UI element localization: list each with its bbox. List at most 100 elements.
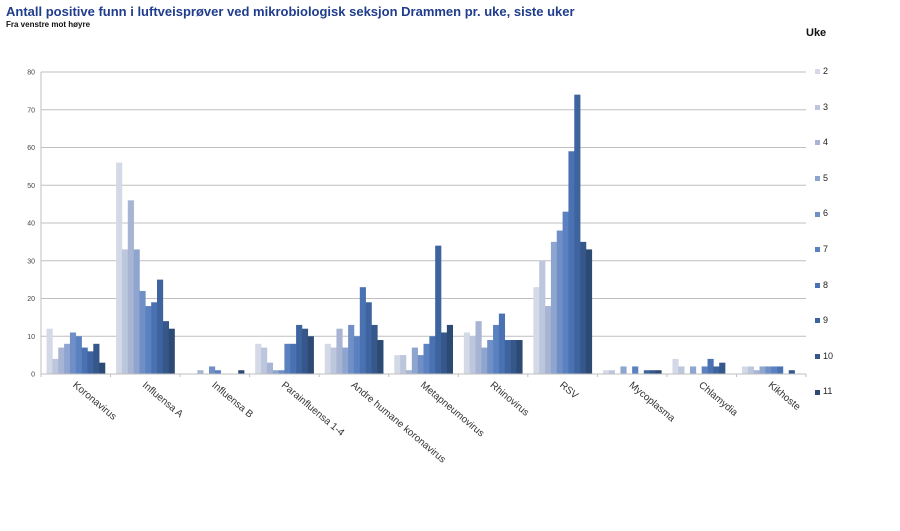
legend-label: 3	[823, 101, 829, 112]
bar	[162, 321, 169, 374]
legend-swatch	[815, 389, 820, 395]
bar	[121, 249, 129, 374]
bar	[539, 260, 546, 374]
bar	[719, 362, 726, 374]
bar	[127, 200, 134, 374]
legend-swatch	[815, 211, 820, 217]
bar	[649, 370, 656, 374]
bar	[394, 355, 401, 374]
bar	[197, 370, 204, 374]
gridlines	[41, 71, 806, 337]
bar	[157, 279, 164, 374]
bar	[429, 336, 436, 374]
legend-item-week-10: 10	[815, 351, 833, 361]
legend-label: 11	[823, 386, 833, 397]
y-tick-label: 10	[27, 334, 35, 341]
bar	[58, 347, 65, 374]
legend-swatch	[815, 104, 820, 110]
x-category-label: Influensa B	[209, 380, 255, 421]
bar	[353, 336, 361, 374]
bar	[446, 324, 454, 374]
bar	[272, 370, 279, 374]
bar	[330, 347, 337, 374]
legend-item-week-5: 5	[815, 173, 828, 183]
bar	[765, 366, 772, 374]
legend-label: 4	[823, 137, 829, 148]
bar	[261, 347, 268, 374]
bar	[469, 336, 476, 374]
bar	[336, 328, 343, 374]
bar	[435, 245, 442, 374]
legend-item-week-2: 2	[815, 66, 828, 76]
bar	[678, 366, 685, 374]
y-tick-label: 70	[27, 107, 35, 114]
bar	[608, 370, 615, 374]
bar	[504, 340, 511, 374]
bar	[64, 343, 71, 374]
x-axis: Koronavirus Influensa A Influensa B Parainf…	[40, 373, 807, 465]
legend-label: 7	[823, 244, 829, 254]
x-category-label: Metapneumovirus	[418, 380, 486, 440]
bar	[475, 321, 482, 374]
legend-item-week-8: 8	[815, 280, 828, 290]
bar	[359, 287, 366, 374]
y-tick-label: 0	[31, 372, 35, 379]
bar	[713, 366, 720, 374]
bar	[87, 351, 94, 374]
bar	[377, 340, 384, 374]
bar	[777, 366, 784, 374]
bar	[632, 366, 639, 374]
bar	[707, 358, 714, 374]
y-tick-label: 40	[27, 221, 35, 228]
bar	[533, 287, 540, 374]
bar	[290, 343, 297, 374]
bar	[574, 94, 581, 375]
bar	[214, 370, 222, 374]
legend-label: 10	[823, 350, 834, 361]
bar	[116, 162, 123, 374]
bar	[568, 151, 575, 374]
bar-series	[46, 94, 795, 375]
x-category-label: Influensa A	[140, 380, 185, 420]
legend-label: 2	[823, 66, 829, 76]
bar	[701, 366, 708, 374]
bar	[411, 347, 418, 374]
bar	[46, 328, 53, 374]
bar	[516, 340, 523, 374]
bar	[417, 355, 424, 374]
bar	[238, 370, 245, 374]
bar	[562, 211, 569, 374]
bar	[493, 324, 500, 374]
x-category-label: Kikhoste	[766, 380, 803, 413]
bar	[52, 358, 59, 374]
bar	[278, 370, 285, 374]
legend-label: 5	[823, 172, 829, 183]
bar	[99, 362, 106, 374]
x-category-label: Chlamydia	[696, 380, 740, 419]
bar	[655, 370, 662, 374]
legend-item-week-9: 9	[815, 315, 828, 325]
bar	[209, 366, 216, 374]
bar	[405, 370, 413, 374]
legend-swatch	[815, 175, 820, 181]
x-category-label: Parainfluensa 1-4	[279, 380, 346, 439]
y-tick-label: 60	[27, 145, 35, 152]
x-category-label: Mycoplasma	[627, 380, 677, 425]
legend-swatch	[815, 140, 820, 146]
bar	[296, 324, 303, 374]
bar	[481, 347, 488, 374]
y-tick-label: 80	[27, 70, 35, 77]
bar	[324, 343, 331, 374]
x-category-label: Rhinovirus	[488, 380, 531, 419]
legend-item-week-11: 11	[815, 386, 832, 396]
legend-item-week-7: 7	[815, 244, 828, 254]
bar	[400, 355, 407, 374]
y-tick-label: 30	[27, 258, 35, 265]
bar	[423, 343, 430, 374]
legend-swatch	[815, 318, 820, 324]
bar	[580, 241, 587, 374]
bar	[510, 340, 517, 374]
legend-swatch	[815, 247, 820, 253]
bar	[643, 370, 650, 374]
